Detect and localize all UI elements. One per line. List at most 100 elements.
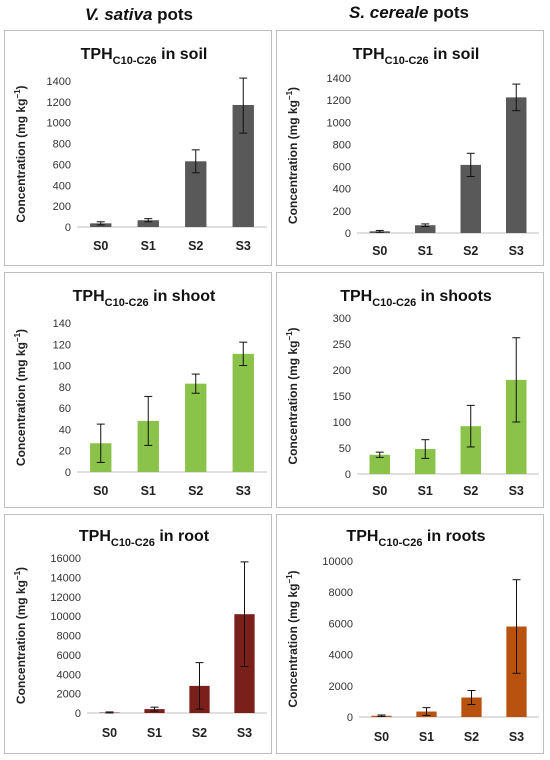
bar xyxy=(506,379,527,474)
y-tick-label: 1400 xyxy=(47,76,71,88)
chart-title: TPHC10-C26 in shoots xyxy=(340,288,492,309)
y-tick-label: 4000 xyxy=(329,650,353,662)
x-category-label: S3 xyxy=(237,726,252,740)
y-axis-label-exponent: −1 xyxy=(285,574,294,584)
column-title-suffix: pots xyxy=(428,3,469,22)
chart-svg: TPHC10-C26 in soil Concentration (mg kg−1… xyxy=(13,46,267,253)
y-tick-label: 2000 xyxy=(329,681,353,693)
y-axis-label-end: ) xyxy=(286,327,300,331)
chart-title-tail: in root xyxy=(155,528,210,545)
y-axis-label: Concentration (mg kg−1) xyxy=(285,87,300,224)
chart-title: TPHC10-C26 in shoot xyxy=(73,288,216,309)
y-axis-label-main: Concentration (mg kg xyxy=(286,584,300,708)
chart-title: TPHC10-C26 in root xyxy=(79,528,210,549)
x-category-label: S2 xyxy=(188,239,203,253)
x-category-label: S0 xyxy=(374,730,389,744)
y-tick-label: 100 xyxy=(333,417,351,429)
y-axis-label-exponent: −1 xyxy=(13,570,22,580)
x-category-label: S1 xyxy=(418,484,433,498)
chart-svg: TPHC10-C26 in shoot Concentration (mg kg−… xyxy=(13,288,267,498)
y-axis-label-main: Concentration (mg kg xyxy=(14,342,28,466)
chart-panel-vsativa-soil: TPHC10-C26 in soil Concentration (mg kg−1… xyxy=(4,30,272,266)
y-tick-label: 10000 xyxy=(50,611,81,623)
y-tick-label: 200 xyxy=(53,201,71,213)
y-tick-label: 20 xyxy=(59,446,71,458)
chart-title-subscript: C10-C26 xyxy=(378,537,422,549)
chart-panel-vsativa-shoot: TPHC10-C26 in shoot Concentration (mg kg−… xyxy=(4,272,272,508)
y-tick-label: 8000 xyxy=(329,587,353,599)
chart-title-main: TPH xyxy=(340,288,372,305)
bar xyxy=(460,164,481,233)
y-tick-label: 1400 xyxy=(327,73,351,85)
chart-title-main: TPH xyxy=(81,46,113,63)
y-tick-label: 2000 xyxy=(57,689,81,701)
column-title-species: V. sativa xyxy=(84,5,153,24)
chart-panel-scereale-soil: TPHC10-C26 in soil Concentration (mg kg−1… xyxy=(276,30,544,266)
x-category-label: S1 xyxy=(141,239,156,253)
y-tick-label: 0 xyxy=(65,467,71,479)
chart-title-main: TPH xyxy=(73,288,105,305)
y-tick-label: 140 xyxy=(53,318,71,330)
y-tick-label: 100 xyxy=(53,361,71,373)
chart-title-tail: in roots xyxy=(422,528,485,545)
y-axis-label-exponent: −1 xyxy=(285,90,294,100)
y-axis-label-main: Concentration (mg kg xyxy=(286,341,300,465)
x-category-label: S2 xyxy=(464,730,479,744)
y-tick-label: 60 xyxy=(59,403,71,415)
x-category-label: S3 xyxy=(509,244,524,258)
y-tick-label: 0 xyxy=(345,469,351,481)
y-axis-label-exponent: −1 xyxy=(285,331,294,341)
y-tick-label: 6000 xyxy=(329,618,353,630)
chart-svg: TPHC10-C26 in soil Concentration (mg kg−1… xyxy=(285,46,539,258)
column-title-species: S. cereale xyxy=(348,3,429,22)
y-tick-label: 800 xyxy=(53,139,71,151)
bar xyxy=(185,383,207,472)
x-category-label: S0 xyxy=(102,726,117,740)
y-tick-label: 1000 xyxy=(327,117,351,129)
x-category-label: S2 xyxy=(463,484,478,498)
bar xyxy=(506,97,527,233)
y-tick-label: 600 xyxy=(333,162,351,174)
chart-panel-scereale-roots: TPHC10-C26 in roots Concentration (mg kg−… xyxy=(276,514,544,754)
y-tick-label: 0 xyxy=(65,222,71,234)
chart-panel-vsativa-root: TPHC10-C26 in root Concentration (mg kg−1… xyxy=(4,514,272,754)
bar xyxy=(232,353,254,472)
y-tick-label: 40 xyxy=(59,424,71,436)
bar xyxy=(137,220,159,227)
y-tick-label: 250 xyxy=(333,339,351,351)
y-tick-label: 8000 xyxy=(57,631,81,643)
chart-title-subscript: C10-C26 xyxy=(385,55,429,67)
y-axis-label-main: Concentration (mg kg xyxy=(14,99,28,223)
column-title-vsativa: V. sativa pots xyxy=(8,2,270,28)
y-tick-label: 400 xyxy=(333,184,351,196)
chart-title-subscript: C10-C26 xyxy=(113,55,157,67)
chart-title-tail: in shoot xyxy=(149,288,216,305)
x-category-label: S1 xyxy=(419,730,434,744)
chart-panel-scereale-shoots: TPHC10-C26 in shoots Concentration (mg kg… xyxy=(276,272,544,508)
y-tick-label: 80 xyxy=(59,382,71,394)
y-tick-label: 0 xyxy=(347,712,353,724)
y-tick-label: 0 xyxy=(345,228,351,240)
x-category-label: S3 xyxy=(236,484,251,498)
y-tick-label: 50 xyxy=(339,443,351,455)
y-tick-label: 10000 xyxy=(322,556,353,568)
y-axis-label-exponent: −1 xyxy=(13,332,22,342)
bar xyxy=(460,426,481,474)
y-axis-label-end: ) xyxy=(14,85,28,89)
y-tick-label: 0 xyxy=(75,708,81,720)
x-category-label: S0 xyxy=(372,244,387,258)
bar xyxy=(415,225,436,233)
chart-title-tail: in soil xyxy=(157,46,208,63)
bar xyxy=(232,104,254,227)
y-axis-label-end: ) xyxy=(286,570,300,574)
x-category-label: S3 xyxy=(509,730,524,744)
x-category-label: S0 xyxy=(93,484,108,498)
y-tick-label: 600 xyxy=(53,159,71,171)
column-title-suffix: pots xyxy=(152,5,194,24)
y-axis-label: Concentration (mg kg−1) xyxy=(13,329,28,466)
chart-title-tail: in soil xyxy=(429,46,480,63)
x-category-label: S3 xyxy=(509,484,524,498)
bar xyxy=(461,697,482,717)
chart-title-subscript: C10-C26 xyxy=(105,297,149,309)
y-axis-label-end: ) xyxy=(14,567,28,571)
